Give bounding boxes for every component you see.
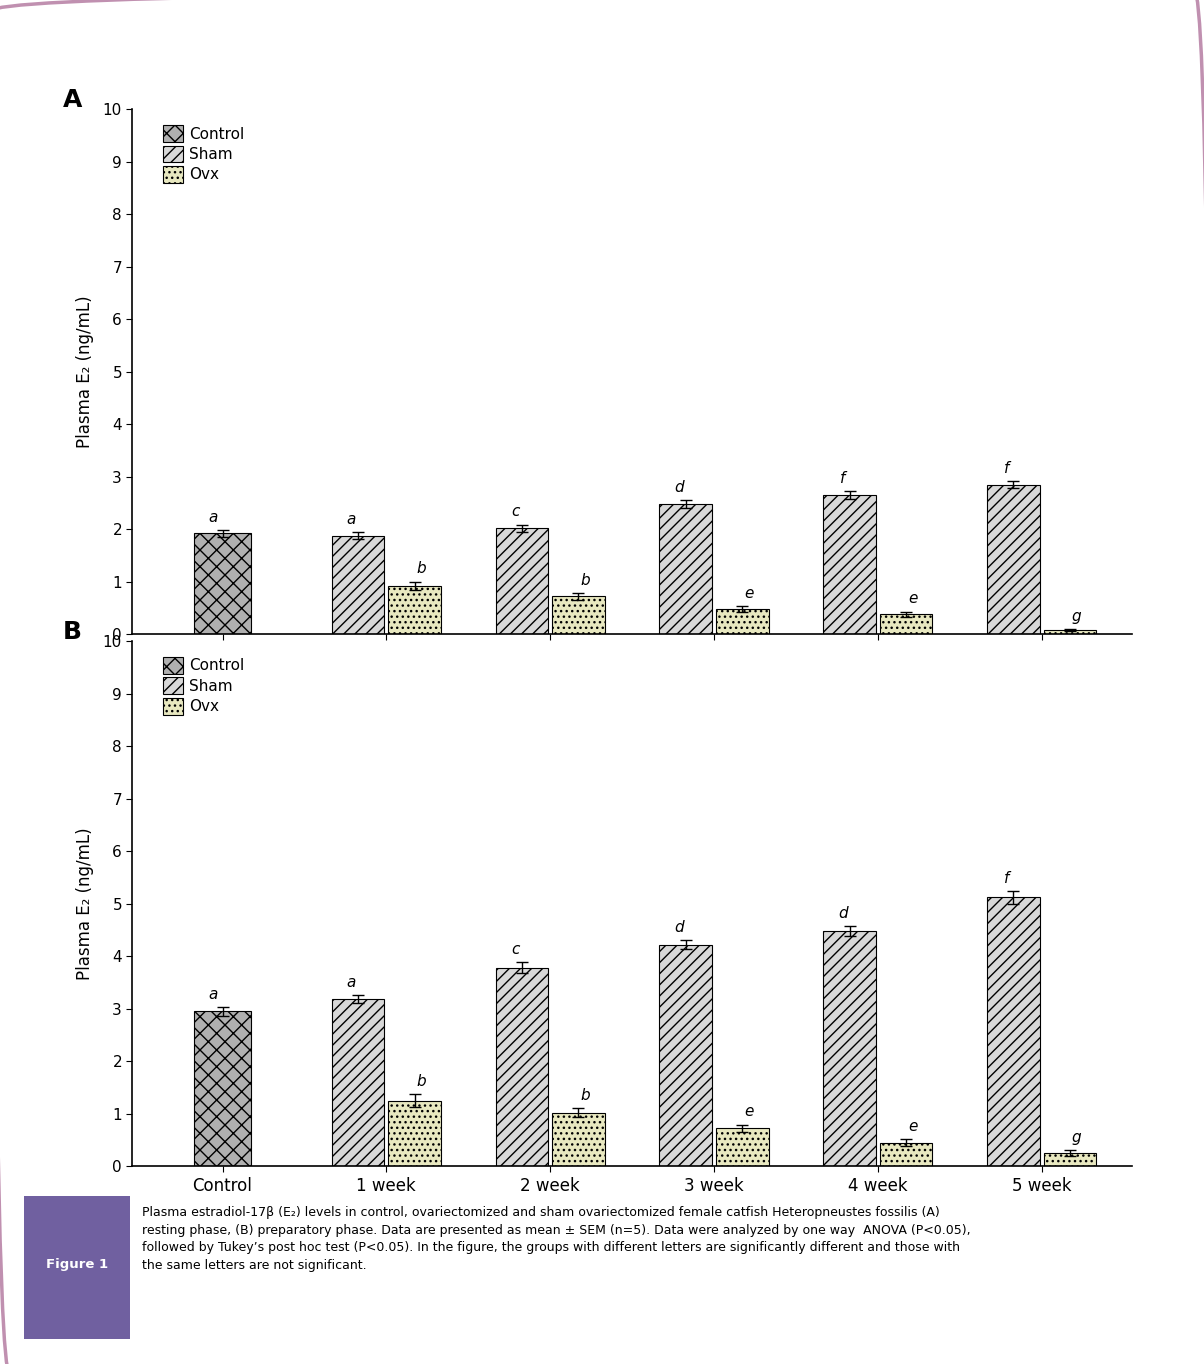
Bar	[332, 1000, 384, 1166]
Bar	[660, 505, 712, 634]
Text: a: a	[208, 986, 218, 1001]
Bar	[389, 1101, 441, 1166]
Bar	[332, 536, 384, 634]
Text: b: b	[417, 1073, 426, 1088]
Bar	[880, 614, 932, 634]
Legend: Control, Sham, Ovx: Control, Sham, Ovx	[160, 121, 247, 186]
Text: c: c	[512, 505, 519, 520]
Text: e: e	[744, 585, 754, 600]
Text: g: g	[1072, 608, 1081, 623]
Legend: Control, Sham, Ovx: Control, Sham, Ovx	[160, 653, 247, 717]
Bar	[194, 533, 252, 634]
Text: b: b	[580, 573, 590, 588]
Bar	[716, 610, 768, 634]
Bar	[389, 587, 441, 634]
Bar	[496, 967, 548, 1166]
Bar	[987, 898, 1039, 1166]
Text: f: f	[840, 471, 845, 486]
Y-axis label: Plasma E₂ (ng/mL): Plasma E₂ (ng/mL)	[76, 296, 94, 447]
Bar	[496, 528, 548, 634]
Bar	[660, 945, 712, 1166]
Text: d: d	[674, 919, 684, 934]
Bar	[987, 484, 1039, 634]
Text: d: d	[838, 906, 848, 921]
Text: B: B	[63, 621, 82, 644]
Bar	[824, 495, 875, 634]
Text: Figure 1: Figure 1	[46, 1259, 108, 1271]
Text: b: b	[580, 1087, 590, 1102]
Bar	[194, 1011, 252, 1166]
FancyBboxPatch shape	[24, 1196, 130, 1339]
Text: e: e	[908, 592, 917, 607]
Text: A: A	[63, 89, 82, 112]
Bar	[553, 1113, 604, 1166]
Text: b: b	[417, 562, 426, 577]
Text: f: f	[1004, 870, 1009, 885]
Text: g: g	[1072, 1131, 1081, 1146]
Bar	[824, 932, 875, 1166]
Bar	[716, 1128, 768, 1166]
Bar	[553, 596, 604, 634]
Text: a: a	[347, 975, 356, 990]
Bar	[1044, 1153, 1096, 1166]
Bar	[1044, 630, 1096, 634]
Text: c: c	[512, 943, 519, 958]
Text: e: e	[744, 1105, 754, 1120]
Text: a: a	[347, 512, 356, 527]
Text: d: d	[674, 480, 684, 495]
Text: e: e	[908, 1120, 917, 1135]
Text: f: f	[1004, 461, 1009, 476]
Bar	[880, 1143, 932, 1166]
Text: a: a	[208, 510, 218, 525]
Text: Plasma estradiol-17β (E₂) levels in control, ovariectomized and sham ovariectomi: Plasma estradiol-17β (E₂) levels in cont…	[142, 1206, 970, 1271]
Y-axis label: Plasma E₂ (ng/mL): Plasma E₂ (ng/mL)	[76, 828, 94, 979]
